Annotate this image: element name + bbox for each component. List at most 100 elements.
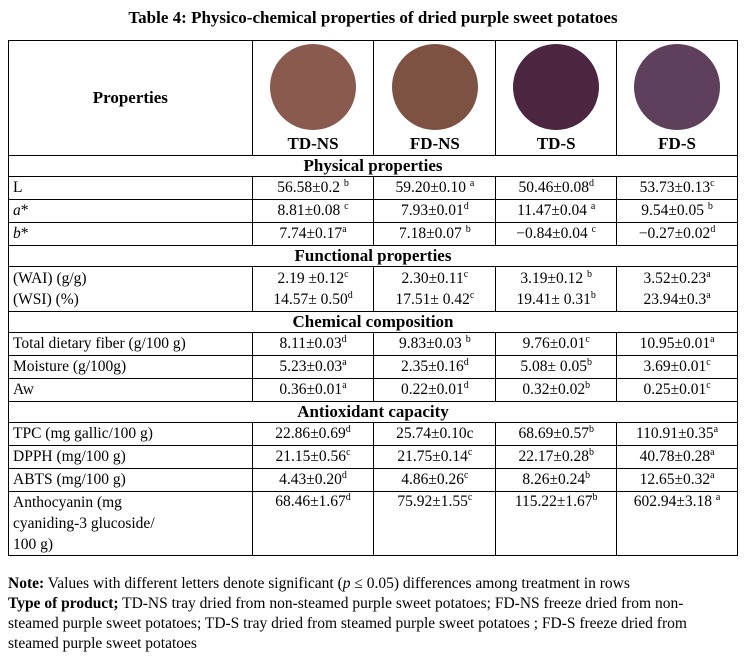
value-cell: 0.32±0.02b [495,378,618,402]
value-cell: 0.36±0.01a [251,378,375,402]
value-text: 21.15±0.56 [275,448,347,465]
significance-letter: a [590,200,596,212]
properties-table: Properties TD-NS FD-NS TD-S [8,40,738,556]
value-cell: 8.26±0.24b [495,468,618,492]
value-text: 50.46±0.08 [518,179,589,196]
value-text: 2.19 ±0.12c [277,268,349,287]
significance-letter: a [710,446,715,458]
value-text: 22.86±0.69 [275,425,346,442]
property-symbol: b [13,225,21,242]
value-cell: 3.19±0.12 b 19.41± 0.31b [495,266,618,312]
value-cell: 56.58±0.2 b [251,176,375,200]
value-cell: 3.69±0.01c [616,355,738,379]
significance-letter: d [341,469,347,481]
table-title: Table 4: Physico-chemical properties of … [128,8,618,27]
table-row: DPPH (mg/100 g) 21.15±0.56c 21.75±0.14c 22.… [8,445,738,469]
value-cell: 75.92±1.55c [373,491,497,556]
table-row: ABTS (mg/100 g) 4.43±0.20d 4.86±0.26c 8.26±… [8,468,738,492]
table-row: b* 7.74±0.17a 7.18±0.07 b −0.84±0.04 c −0.27… [8,222,738,246]
significance-letter: d [345,491,351,503]
value-cell: 22.86±0.69d [251,422,375,446]
note-text-end: ≤ 0.05) differences among treatment in r… [350,575,630,592]
value-text: 3.19±0.12 b [520,268,593,287]
type-label: Type of product; [8,595,119,612]
sample-swatch-td-s [513,44,600,130]
value-text: 110.91±0.35 [635,425,714,442]
significance-letter: d [710,223,716,235]
property-label-line: Anthocyanin (mg [13,494,122,511]
value-text: 7.74±0.17 [279,225,343,242]
note-line: Note: Values with different letters deno… [8,574,738,594]
significance-letter: d [347,289,353,301]
significance-letter: d [588,177,594,189]
significance-letter: c [463,268,469,280]
property-label: DPPH (mg/100 g) [8,445,253,469]
column-label: FD-NS [409,134,460,153]
significance-letter: b [343,177,349,189]
value-cell: 12.65±0.32a [616,468,738,492]
significance-letter: c [346,446,351,458]
significance-letter: c [591,223,597,235]
value-cell: 115.22±1.67b [495,491,618,556]
value-text: 3.52±0.23a [643,268,711,287]
column-fd-ns: FD-NS [373,40,497,156]
value-text: 19.41± 0.31b [516,289,596,308]
significance-letter: b [592,491,598,503]
significance-letter: a [469,177,475,189]
significance-letter: b [585,379,591,391]
property-label: TPC (mg gallic/100 g) [8,422,253,446]
significance-letter: d [463,356,469,368]
property-label: Moisture (g/100g) [8,355,253,379]
significance-letter: c [710,177,715,189]
property-symbol: a [13,202,21,219]
property-label: b* [8,222,253,246]
value-cell: 50.46±0.08d [495,176,618,200]
type-line: Type of product; TD-NS tray dried from n… [8,594,738,654]
significance-letter: b [585,469,591,481]
significance-letter: d [341,333,347,345]
value-text: −0.27±0.02 [638,225,711,242]
column-label: TD-S [536,134,576,153]
value-text: 14.57± 0.50d [273,289,353,308]
section-title: Functional properties [8,245,738,267]
header-row: Properties TD-NS FD-NS TD-S [8,40,738,156]
table-row: a* 8.81±0.08 c 7.93±0.01d 11.47±0.04 a 9.54±… [8,199,738,223]
column-fd-s: FD-S [616,40,738,156]
value-text: 10.95±0.01 [639,335,711,352]
significance-letter: c [464,469,469,481]
table-row: Aw 0.36±0.01a 0.22±0.01d 0.32±0.02b 0.25±0.0… [8,378,738,402]
significance-letter: c [344,268,349,280]
value-text: 68.46±1.67 [275,493,346,510]
value-cell: 110.91±0.35a [616,422,738,446]
section-title: Antioxidant capacity [8,401,738,423]
value-cell: 7.93±0.01d [373,199,497,223]
significance-letter: a [706,268,711,280]
significance-letter: b [590,289,596,301]
value-text: 68.69±0.57 [518,425,589,442]
significance-letter: b [465,333,471,345]
property-label: (WAI) (g/g) (WSI) (%) [8,266,253,312]
value-text: −0.84±0.04 [516,225,592,242]
value-cell: 40.78±0.28a [616,445,738,469]
column-td-s: TD-S [495,40,618,156]
value-cell: 7.18±0.07 b [373,222,497,246]
value-text: 5.23±0.03 [279,358,343,375]
value-cell: 9.83±0.03 b [373,332,497,356]
significance-letter: c [585,333,590,345]
value-text: 2.30±0.11c [401,268,469,287]
value-text: 7.93±0.01 [400,202,464,219]
value-text: 602.94±3.18 [633,493,716,510]
value-text: 0.22±0.01 [400,381,464,398]
value-cell: 22.17±0.28b [495,445,618,469]
significance-letter: d [345,423,351,435]
value-text: 115.22±1.67 [514,493,593,510]
significance-letter: a [342,356,347,368]
value-cell: 4.43±0.20d [251,468,375,492]
value-text: 9.54±0.05 [641,202,708,219]
value-cell: 2.19 ±0.12c 14.57± 0.50d [251,266,375,312]
table-row: TPC (mg gallic/100 g) 22.86±0.69d 25.74±0.… [8,422,738,446]
significance-letter: b [588,423,594,435]
value-text: 0.36±0.01 [279,381,343,398]
property-label-line: cyaniding-3 glucoside/ [13,515,155,532]
